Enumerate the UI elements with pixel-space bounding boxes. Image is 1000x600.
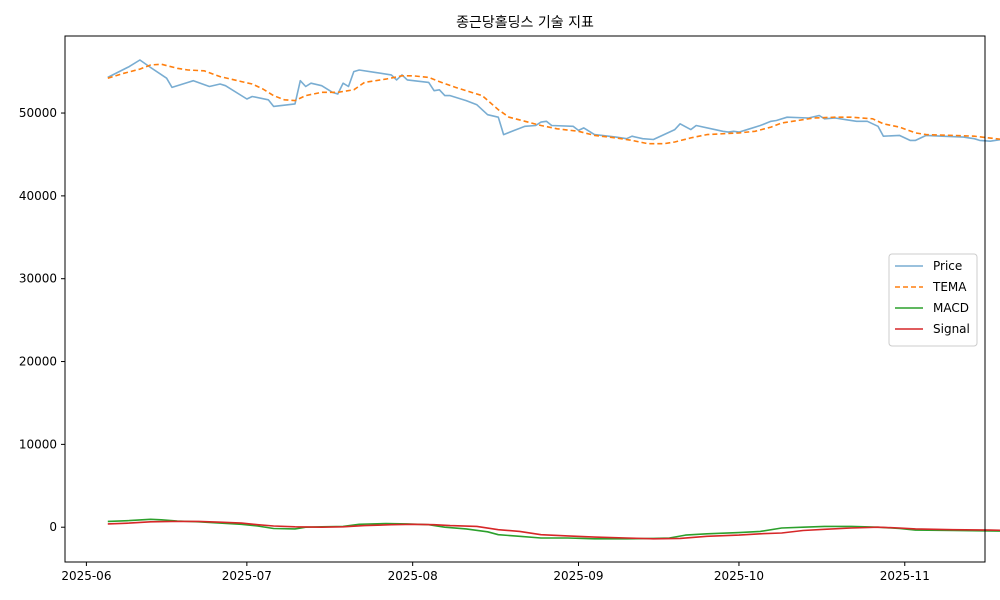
legend-label-tema: TEMA [932,280,967,294]
y-tick-label: 50000 [19,106,57,120]
x-tick-label: 2025-08 [388,569,438,583]
y-tick-label: 40000 [19,189,57,203]
legend-label-price: Price [933,259,962,273]
y-tick-label: 30000 [19,272,57,286]
x-tick-label: 2025-10 [714,569,764,583]
price-line [107,59,1000,142]
legend-label-macd: MACD [933,301,969,315]
plot-frame [64,35,986,563]
x-tick-label: 2025-09 [553,569,603,583]
tema-line [107,63,1000,145]
x-tick-label: 2025-07 [222,569,272,583]
x-tick-label: 2025-06 [61,569,111,583]
x-axis: 2025-06 2025-07 2025-08 2025-09 2025-10 2025-… [61,562,930,583]
signal-line [107,520,1000,540]
legend-label-signal: Signal [933,322,970,336]
chart-title: 종근당홀딩스 기술 지표 [456,15,594,31]
y-tick-label: 0 [49,520,57,534]
plot-area [107,59,1000,540]
y-axis: 0 10000 20000 30000 40000 50000 [19,106,65,534]
legend-box [888,253,978,347]
x-tick-label: 2025-11 [880,569,930,583]
macd-line [107,518,1000,540]
y-tick-label: 10000 [19,437,57,451]
legend: Price TEMA MACD Signal [888,253,978,347]
y-tick-label: 20000 [19,355,57,369]
